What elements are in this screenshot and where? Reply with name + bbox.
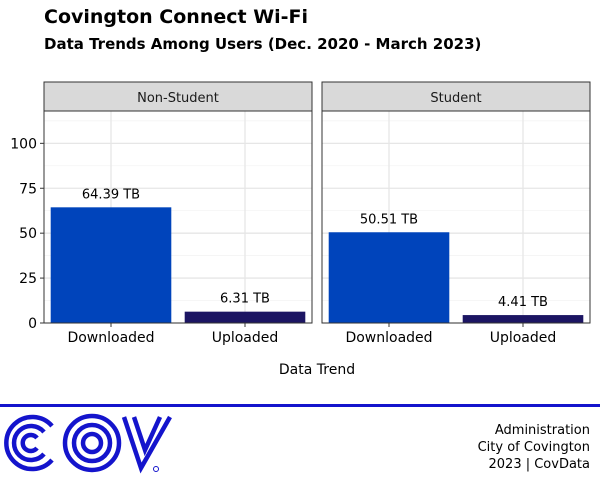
data-label: 64.39 TB (82, 187, 140, 202)
y-tick-label: 75 (19, 181, 37, 197)
x-tick-label: Downloaded (345, 330, 432, 346)
x-tick-label: Uploaded (490, 330, 557, 346)
bar-chart: 0 25 50 75 100 Non-Student 64.39 TB Downloaded 6… (10, 81, 591, 378)
facet-strip (321, 81, 591, 112)
facet-label: Non-Student (137, 91, 219, 106)
bar (328, 232, 450, 323)
chart-subtitle: Data Trends Among Users (Dec. 2020 - Mar… (44, 35, 482, 53)
facet-label: Student (430, 91, 481, 106)
x-tick-label: Downloaded (67, 330, 154, 346)
x-tick-label: Uploaded (212, 330, 279, 346)
bar (184, 311, 306, 323)
bar (462, 315, 584, 323)
y-tick-label: 100 (10, 136, 37, 152)
bar (50, 207, 172, 323)
data-label: 50.51 TB (360, 212, 418, 227)
footer-divider (0, 404, 600, 407)
credits-line-1: Administration (494, 423, 590, 438)
y-tick-label: 25 (19, 271, 37, 287)
credits-line-3: 2023 | CovData (488, 457, 591, 472)
credits-line-2: City of Covington (477, 440, 590, 455)
panel-border (43, 110, 313, 324)
data-label: 4.41 TB (498, 295, 548, 310)
chart-title: Covington Connect Wi-Fi (44, 6, 309, 28)
credits-block: Administration City of Covington 2023 | … (478, 422, 590, 473)
data-label: 6.31 TB (220, 292, 270, 307)
y-tick-label: 0 (28, 316, 37, 332)
panel-border (321, 110, 591, 324)
x-axis-title: Data Trend (279, 362, 355, 378)
y-tick-label: 50 (19, 226, 37, 242)
cov-logo (4, 413, 172, 474)
